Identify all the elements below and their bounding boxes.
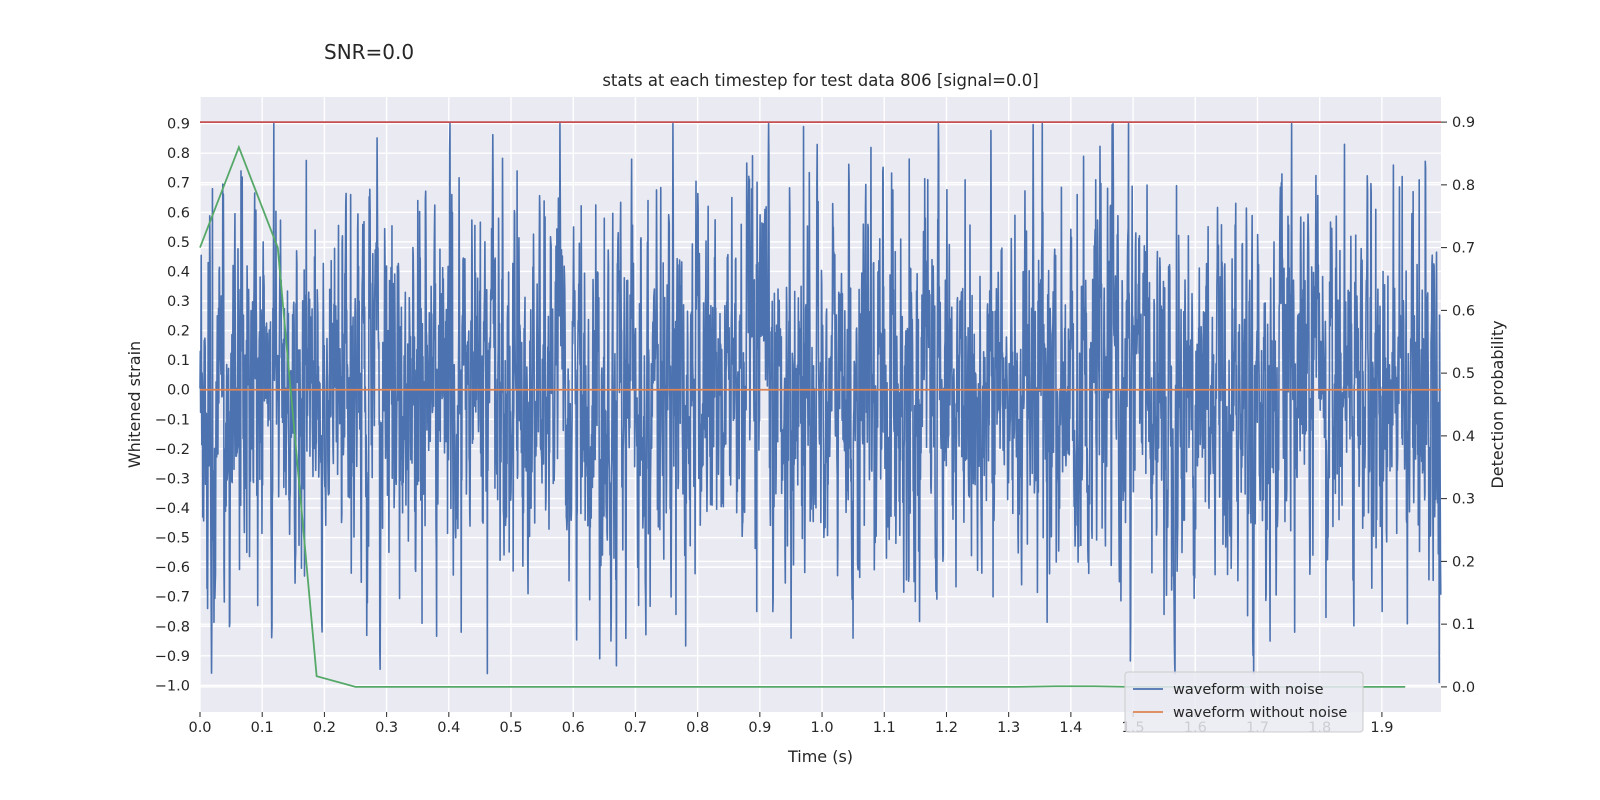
y-left-tick-label: 0.4 (167, 264, 190, 280)
y-left-tick-label: −0.5 (155, 531, 190, 547)
y-left-tick-label: −0.2 (155, 442, 190, 458)
y-right-tick-label: 0.3 (1452, 492, 1475, 508)
y-left-tick-label: 0.8 (167, 146, 190, 162)
y-left-tick-label: −1.0 (155, 678, 190, 694)
x-tick-label: 0.4 (437, 720, 460, 736)
legend-label: waveform with noise (1173, 682, 1324, 698)
y-right-tick-label: 0.0 (1452, 680, 1475, 696)
legend: waveform with noise waveform without nois… (1124, 671, 1364, 733)
y-left-tick-label: −0.9 (155, 649, 190, 665)
y-axis-left-label: Whitened strain (125, 341, 144, 468)
y-axis-right-ticks: 0.9 0.8 0.7 0.6 0.5 0.4 0.3 0.2 0.1 0.0 (1441, 115, 1475, 696)
x-tick-label: 0.2 (313, 720, 336, 736)
x-tick-label: 0.5 (499, 720, 522, 736)
x-tick-label: 0.1 (251, 720, 274, 736)
series-waveform-with-noise (199, 122, 1442, 684)
x-tick-label: 0.8 (686, 720, 709, 736)
x-tick-label: 0.3 (375, 720, 398, 736)
y-left-tick-label: −0.1 (155, 412, 190, 428)
y-left-tick-label: 0.6 (167, 205, 190, 221)
y-right-tick-label: 0.9 (1452, 115, 1475, 131)
y-right-tick-label: 0.1 (1452, 617, 1475, 633)
y-axis-left-ticks: 0.9 0.8 0.7 0.6 0.5 0.4 0.3 0.2 0.1 0.0 −0.1 −0.2 −0… (155, 117, 190, 695)
snr-heading: SNR=0.0 (324, 40, 415, 64)
x-tick-label: 1.3 (997, 720, 1020, 736)
y-left-tick-label: 0.7 (167, 176, 190, 192)
x-tick-label: 1.2 (935, 720, 958, 736)
y-left-tick-label: −0.4 (155, 501, 190, 517)
x-tick-label: 0.9 (748, 720, 771, 736)
y-right-tick-label: 0.5 (1452, 366, 1475, 382)
y-left-tick-label: 0.0 (167, 383, 190, 399)
x-tick-label: 0.7 (624, 720, 647, 736)
y-right-tick-label: 0.2 (1452, 554, 1475, 570)
y-right-tick-label: 0.8 (1452, 178, 1475, 194)
y-left-tick-label: −0.3 (155, 471, 190, 487)
x-tick-label: 1.0 (811, 720, 834, 736)
chart-title: stats at each timestep for test data 806… (602, 71, 1038, 90)
x-axis-label: Time (s) (787, 747, 853, 766)
y-left-tick-label: −0.6 (155, 560, 190, 576)
y-left-tick-label: 0.5 (167, 235, 190, 251)
y-right-tick-label: 0.4 (1452, 429, 1475, 445)
y-right-tick-label: 0.6 (1452, 303, 1475, 319)
x-tick-label: 1.9 (1370, 720, 1393, 736)
x-tick-label: 0.0 (188, 720, 211, 736)
legend-box (1124, 671, 1364, 733)
y-left-tick-label: 0.3 (167, 294, 190, 310)
x-tick-label: 0.6 (562, 720, 585, 736)
legend-label: waveform without noise (1173, 705, 1347, 721)
y-left-tick-label: 0.9 (167, 117, 190, 133)
x-tick-label: 1.4 (1059, 720, 1082, 736)
line-waveform-with-noise (199, 122, 1442, 684)
x-tick-label: 1.1 (873, 720, 896, 736)
y-left-tick-label: 0.1 (167, 353, 190, 369)
y-right-tick-label: 0.7 (1452, 241, 1475, 257)
y-axis-right-label: Detection probability (1488, 320, 1507, 488)
y-left-tick-label: 0.2 (167, 324, 190, 340)
y-left-tick-label: −0.7 (155, 590, 190, 606)
y-left-tick-label: −0.8 (155, 619, 190, 635)
